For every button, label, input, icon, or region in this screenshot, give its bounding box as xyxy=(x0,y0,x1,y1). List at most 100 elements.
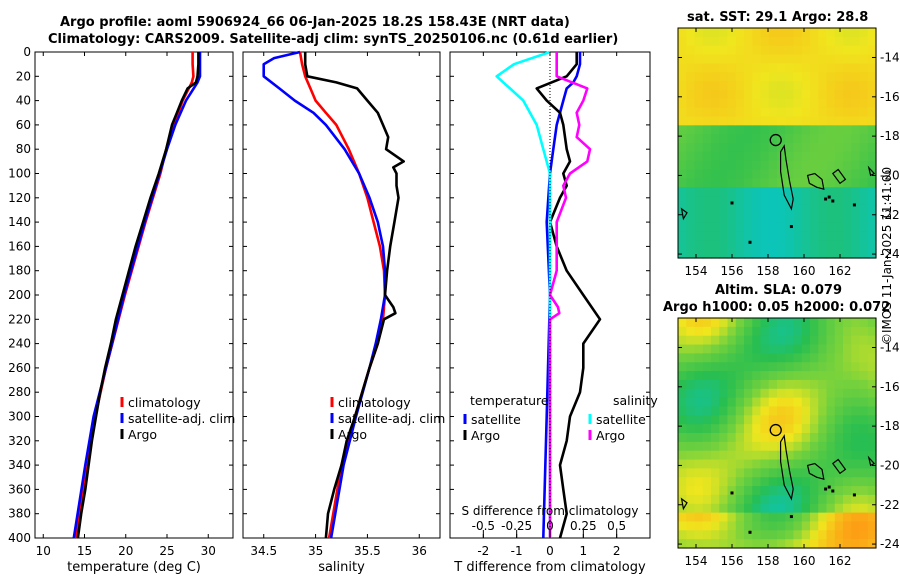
sst_map-cell xyxy=(735,116,745,126)
sst_map-argo-marker xyxy=(769,133,782,147)
sla_map-cell xyxy=(678,379,687,390)
sla_map-cell xyxy=(826,344,836,354)
sst_map-cell xyxy=(694,72,704,82)
sla_map-cell xyxy=(851,318,861,328)
sst_map-cell xyxy=(760,107,770,118)
sla_map-cell xyxy=(777,477,786,487)
sla_map-cell xyxy=(818,379,828,390)
sla_map-cell xyxy=(834,379,844,390)
sst_map-cell xyxy=(859,204,869,215)
sst_map-cell xyxy=(834,107,844,118)
sla_map-cell xyxy=(859,353,869,363)
sla_map-cell xyxy=(768,486,778,496)
sst_map-cell xyxy=(843,107,852,118)
sst_map-cell xyxy=(818,28,828,38)
sla_map-cell xyxy=(859,494,869,505)
sla_map-cell xyxy=(801,477,811,487)
sst_map-cell xyxy=(768,107,778,118)
sla_map-cell xyxy=(711,344,720,354)
sla_map-cell xyxy=(686,424,696,434)
sst_map-cell xyxy=(810,54,819,64)
sla_map-cell xyxy=(793,530,803,540)
sla_map-cell xyxy=(843,397,852,408)
sst_map-cell xyxy=(801,160,811,171)
sst_map-cell xyxy=(744,204,753,215)
sst_map-cell xyxy=(711,28,720,38)
sst_map-cell xyxy=(777,116,786,126)
sla_map-ytick-label: -14 xyxy=(880,340,900,354)
sla_map-cell xyxy=(810,459,819,469)
sst_map-cell xyxy=(859,54,869,64)
sla_map-cell xyxy=(843,539,852,549)
sla_map-cell xyxy=(727,318,737,328)
sst_map-cell xyxy=(702,54,712,64)
sla_map-cell xyxy=(801,468,811,478)
sla_map-cell xyxy=(801,503,811,514)
sla_map-coastline xyxy=(831,458,847,475)
sst_map-cell xyxy=(777,143,786,153)
sla_map-cell xyxy=(694,406,704,416)
sst_map-cell xyxy=(702,151,712,162)
sst_map-cell xyxy=(818,169,828,179)
sst_map-cell xyxy=(785,54,795,64)
sla_map-cell xyxy=(719,318,729,328)
sla_map-cell xyxy=(744,424,753,434)
sst_map-cell xyxy=(851,125,861,135)
sst_map-cell xyxy=(859,116,869,126)
sla_map-cell xyxy=(702,371,712,381)
sst_map-cell xyxy=(785,222,795,233)
sla_map-cell xyxy=(768,539,778,549)
sst_map-cell xyxy=(818,89,828,100)
sst_map-cell xyxy=(793,222,803,233)
sla_map-cell xyxy=(851,415,861,425)
sst_map-cell xyxy=(702,89,712,100)
sst_map-cell xyxy=(760,116,770,126)
sst_map-cell xyxy=(768,89,778,100)
sla_map-cell xyxy=(826,539,836,549)
sst_map-cell xyxy=(760,222,770,233)
sst_map-cell xyxy=(834,222,844,233)
sla_map-cell xyxy=(719,486,729,496)
sla_map-cell xyxy=(785,415,795,425)
sla_map-cell xyxy=(744,494,753,505)
sla_map-cell xyxy=(810,433,819,443)
sst_map-cell xyxy=(810,98,819,109)
sla_map-cell xyxy=(727,521,737,531)
sst_map-cell xyxy=(810,187,819,197)
sla_map-cell xyxy=(867,424,877,434)
sst_map-cell xyxy=(818,134,828,144)
sla_map-cell xyxy=(719,353,729,363)
sst_map-cell xyxy=(826,54,836,64)
sst_map-ytick-label: -22 xyxy=(880,208,900,222)
sst_map-cell xyxy=(694,98,704,109)
temp-xtick-label: 15 xyxy=(77,544,92,558)
sla_map-cell xyxy=(801,521,811,531)
sst_map-cell xyxy=(826,107,836,118)
sla_map-cell xyxy=(785,344,795,354)
sla_map-ytick-label: -20 xyxy=(880,458,900,472)
sla_map-cell xyxy=(752,450,762,461)
sst_map-cell xyxy=(752,240,762,250)
sst_map-cell xyxy=(843,240,852,250)
sst_map-reef-dot xyxy=(831,199,835,203)
sst_map-cell xyxy=(867,45,877,56)
sla_map-cell xyxy=(760,494,770,505)
sla_map-cell xyxy=(702,397,712,408)
sla_map-cell xyxy=(834,450,844,461)
sst_map-cell xyxy=(735,204,745,215)
sla_map-cell xyxy=(768,406,778,416)
sst_map-cell xyxy=(810,213,819,224)
sst_map-cell xyxy=(810,231,819,241)
sst_map-cell xyxy=(727,63,737,73)
sla_map-cell xyxy=(818,477,828,487)
sla_map-cell xyxy=(768,379,778,390)
sla_map-cell xyxy=(810,388,819,399)
sst_map-cell xyxy=(859,72,869,82)
sst_map-cell xyxy=(826,204,836,215)
sst_map-cell xyxy=(744,187,753,197)
sla_map-cell xyxy=(793,539,803,549)
sla_map-cell xyxy=(801,318,811,328)
sst_map-cell xyxy=(702,204,712,215)
sla_map-cell xyxy=(810,318,819,328)
sst_map-cell xyxy=(818,107,828,118)
